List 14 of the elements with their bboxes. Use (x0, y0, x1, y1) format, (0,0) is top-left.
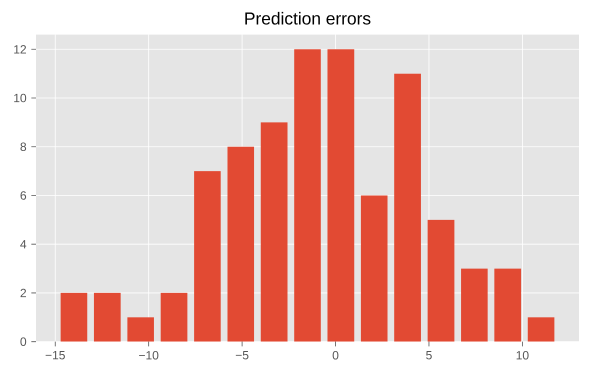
y-tick-label: 6 (20, 191, 26, 200)
x-tick-label: −15 (46, 351, 65, 360)
y-tick-label: 0 (20, 337, 26, 346)
y-tick-label: 10 (14, 94, 26, 102)
y-tick-label: 2 (20, 288, 26, 298)
x-tick-label: 0 (332, 351, 338, 360)
y-tick-label: 4 (20, 240, 26, 248)
y-tick-label: 8 (20, 142, 26, 151)
x-tick-label: −10 (139, 351, 158, 360)
x-tick-label: 5 (426, 351, 432, 360)
chart-title: Prediction errors (245, 12, 370, 25)
x-tick-label: −5 (236, 351, 248, 360)
x-tick-label: 10 (516, 351, 529, 360)
y-tick-label: 12 (14, 45, 26, 54)
